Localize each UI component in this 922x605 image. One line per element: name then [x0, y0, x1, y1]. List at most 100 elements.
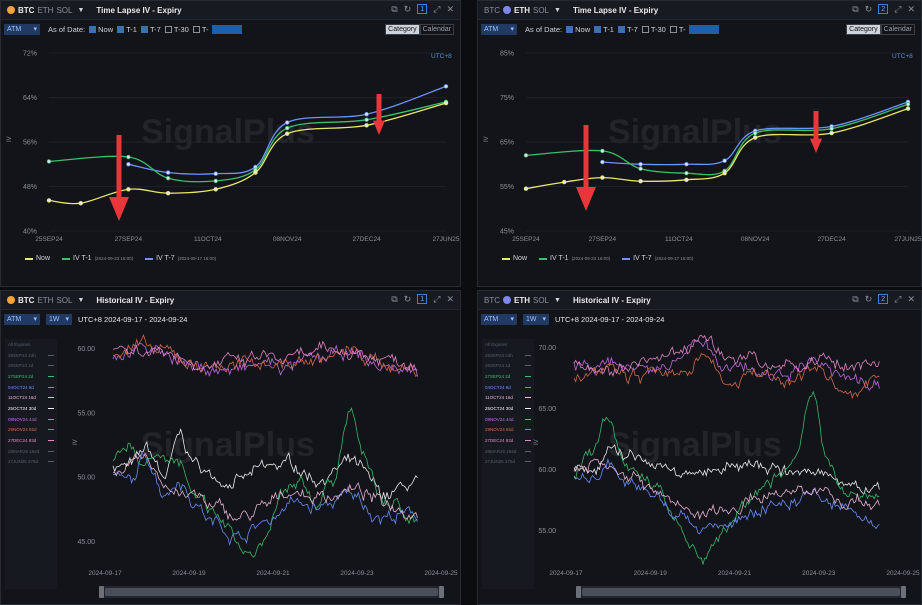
ticker-sol[interactable]: SOL — [533, 5, 550, 15]
expiry-item[interactable]: 27DEC24 93d — [5, 435, 57, 446]
checkbox-icon[interactable] — [117, 25, 125, 33]
refresh-icon[interactable]: ↻ — [864, 294, 873, 304]
ticker-btc[interactable]: BTC — [18, 5, 35, 15]
panel-number-badge[interactable]: 1 — [417, 4, 428, 14]
expiry-item[interactable]: 04OCT24 9d — [5, 382, 57, 393]
panel-number-badge[interactable]: 2 — [878, 4, 889, 14]
expand-icon[interactable]: ⤢ — [433, 4, 441, 14]
window-select[interactable]: 1W ▾ — [46, 313, 72, 325]
time-range-scrollbar[interactable] — [576, 586, 906, 598]
chevron-down-icon[interactable]: ▼ — [77, 296, 85, 304]
tab-category[interactable]: Category — [846, 24, 881, 35]
check-custom[interactable]: T- — [669, 24, 719, 34]
expand-icon[interactable]: ⤢ — [894, 294, 902, 304]
close-icon[interactable]: ✕ — [907, 4, 915, 14]
atm-select[interactable]: ATM ▾ — [481, 23, 517, 35]
panel-number-badge[interactable]: 2 — [878, 294, 889, 304]
check-t7[interactable]: T-7 — [140, 25, 161, 34]
legend-t7[interactable]: IV T-7 (2024-09-17 16:00) — [145, 255, 216, 262]
ticker-sol[interactable]: SOL — [56, 5, 73, 15]
checkbox-icon[interactable] — [641, 25, 649, 33]
time-range-scrollbar[interactable] — [99, 586, 444, 598]
ticker-eth[interactable]: ETH — [514, 5, 530, 15]
chevron-down-icon[interactable]: ▼ — [554, 6, 561, 14]
expiry-item[interactable]: All Expiries — [5, 339, 57, 350]
expand-icon[interactable]: ⤢ — [894, 4, 902, 14]
expiry-item[interactable]: 25OCT24 30d — [5, 403, 57, 414]
checkbox-icon[interactable] — [617, 25, 625, 33]
expiry-item[interactable]: 25SEP24 23h — [482, 350, 534, 361]
expiry-item[interactable]: 27DEC24 93d — [482, 435, 534, 446]
tab-calendar[interactable]: Calendar — [880, 24, 915, 35]
expiry-item[interactable]: 08NOV24 44d — [5, 414, 57, 425]
external-link-icon[interactable]: ⧉ — [391, 294, 398, 304]
refresh-icon[interactable]: ↻ — [403, 4, 412, 14]
expiry-item[interactable]: 29NOV24 65d — [482, 425, 534, 436]
checkbox-icon[interactable] — [669, 25, 677, 33]
window-select[interactable]: 1W ▾ — [523, 313, 549, 325]
check-now[interactable]: Now — [89, 25, 113, 34]
checkbox-icon[interactable] — [89, 25, 97, 33]
expiry-item[interactable]: 28MAR25 184d — [482, 446, 534, 457]
chevron-down-icon[interactable]: ▼ — [77, 6, 85, 14]
refresh-icon[interactable]: ↻ — [864, 4, 873, 14]
expiry-item[interactable]: 27SEP24 2d — [482, 371, 534, 382]
scrollbar-thumb[interactable] — [105, 588, 438, 596]
expiry-item[interactable]: 27JUN25 275d — [482, 457, 534, 468]
expiry-item[interactable]: 28MAR25 184d — [5, 446, 57, 457]
checkbox-icon[interactable] — [192, 25, 200, 33]
ticker-btc[interactable]: BTC — [484, 295, 500, 305]
check-t1[interactable]: T-1 — [594, 25, 614, 34]
atm-select[interactable]: ATM ▾ — [481, 313, 517, 325]
expiry-item[interactable]: 25OCT24 30d — [482, 403, 534, 414]
check-now[interactable]: Now — [566, 25, 590, 34]
expiry-item[interactable]: 29NOV24 65d — [5, 425, 57, 436]
expiry-item[interactable]: 27SEP24 2d — [5, 371, 57, 382]
ticker-sol[interactable]: SOL — [533, 295, 550, 305]
ticker-sol[interactable]: SOL — [56, 295, 73, 305]
expiry-item[interactable]: 26SEP24 1d — [482, 360, 534, 371]
legend-t1[interactable]: IV T-1 (2024-09-23 16:00) — [539, 255, 610, 262]
atm-select[interactable]: ATM ▾ — [4, 23, 40, 35]
close-icon[interactable]: ✕ — [907, 294, 915, 304]
scrollbar-thumb[interactable] — [582, 588, 900, 596]
tab-calendar[interactable]: Calendar — [419, 24, 454, 35]
expiry-item[interactable]: 11OCT24 16d — [482, 392, 534, 403]
checkbox-icon[interactable] — [164, 25, 172, 33]
external-link-icon[interactable]: ⧉ — [852, 4, 859, 14]
custom-days-input[interactable] — [211, 24, 242, 34]
checkbox-icon[interactable] — [140, 25, 148, 33]
ticker-btc[interactable]: BTC — [18, 295, 35, 305]
custom-days-input[interactable] — [688, 24, 719, 34]
expiry-item[interactable]: 04OCT24 9d — [482, 382, 534, 393]
scroll-handle-right[interactable] — [439, 586, 444, 598]
tab-category[interactable]: Category — [385, 24, 420, 35]
chevron-down-icon[interactable]: ▼ — [554, 296, 561, 304]
expiry-item[interactable]: 26SEP24 1d — [5, 360, 57, 371]
legend-now[interactable]: Now — [25, 255, 50, 262]
close-icon[interactable]: ✕ — [446, 294, 454, 304]
checkbox-icon[interactable] — [566, 25, 574, 33]
expiry-item[interactable]: All Expiries — [482, 339, 534, 350]
check-t30[interactable]: T-30 — [164, 25, 189, 34]
ticker-eth[interactable]: ETH — [37, 295, 54, 305]
atm-select[interactable]: ATM ▾ — [4, 313, 40, 325]
legend-t7[interactable]: IV T-7 (2024-09-17 16:00) — [622, 255, 693, 262]
check-t7[interactable]: T-7 — [617, 25, 638, 34]
panel-number-badge[interactable]: 1 — [417, 294, 428, 304]
expand-icon[interactable]: ⤢ — [433, 294, 441, 304]
expiry-item[interactable]: 11OCT24 16d — [5, 392, 57, 403]
legend-t1[interactable]: IV T-1 (2024-09-23 16:00) — [62, 255, 133, 262]
check-t30[interactable]: T-30 — [641, 25, 666, 34]
ticker-eth[interactable]: ETH — [37, 5, 54, 15]
external-link-icon[interactable]: ⧉ — [391, 4, 398, 14]
close-icon[interactable]: ✕ — [446, 4, 454, 14]
external-link-icon[interactable]: ⧉ — [852, 294, 859, 304]
ticker-btc[interactable]: BTC — [484, 5, 500, 15]
check-t1[interactable]: T-1 — [117, 25, 137, 34]
check-custom[interactable]: T- — [192, 24, 242, 34]
scroll-handle-left[interactable] — [99, 586, 104, 598]
expiry-item[interactable]: 25SEP24 23h — [5, 350, 57, 361]
expiry-item[interactable]: 08NOV24 44d — [482, 414, 534, 425]
refresh-icon[interactable]: ↻ — [403, 294, 412, 304]
